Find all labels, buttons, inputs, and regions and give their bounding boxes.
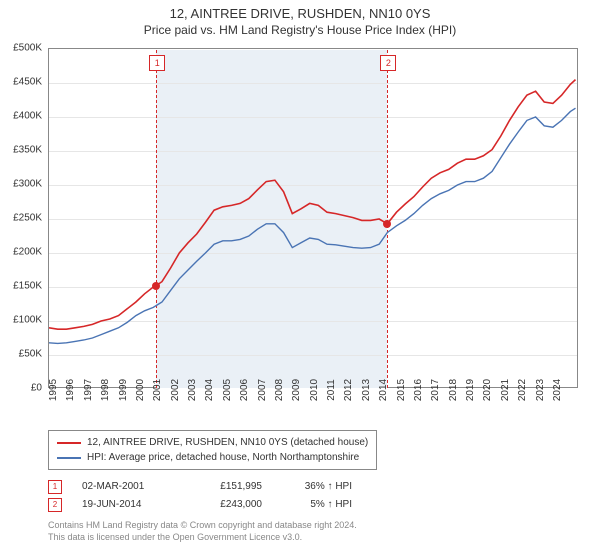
xtick-label: 2007	[257, 379, 268, 401]
xtick-label: 2014	[378, 379, 389, 401]
ytick-label: £50K	[19, 349, 42, 360]
footer: Contains HM Land Registry data © Crown c…	[48, 520, 357, 543]
sale-date: 02-MAR-2001	[82, 478, 172, 496]
sales-table: 1 02-MAR-2001 £151,995 36% ↑ HPI 2 19-JU…	[48, 478, 352, 514]
xtick-label: 2021	[500, 379, 511, 401]
xtick-label: 2010	[309, 379, 320, 401]
xtick-label: 1995	[48, 379, 59, 401]
ytick-label: £500K	[13, 43, 42, 54]
sale-price: £243,000	[192, 496, 262, 514]
sales-row: 1 02-MAR-2001 £151,995 36% ↑ HPI	[48, 478, 352, 496]
footer-line: Contains HM Land Registry data © Crown c…	[48, 520, 357, 532]
xtick-label: 1998	[100, 379, 111, 401]
footer-line: This data is licensed under the Open Gov…	[48, 532, 357, 544]
xtick-label: 2008	[274, 379, 285, 401]
event-badge: 1	[149, 55, 165, 71]
xtick-label: 2009	[291, 379, 302, 401]
legend-label: 12, AINTREE DRIVE, RUSHDEN, NN10 0YS (de…	[87, 435, 368, 450]
sale-badge: 1	[48, 480, 62, 494]
legend-label: HPI: Average price, detached house, Nort…	[87, 450, 359, 465]
xtick-label: 2020	[482, 379, 493, 401]
series-lines	[49, 49, 579, 389]
xtick-label: 2023	[535, 379, 546, 401]
xtick-label: 2019	[465, 379, 476, 401]
sale-marker	[152, 282, 160, 290]
legend-swatch	[57, 457, 81, 459]
xtick-label: 1999	[118, 379, 129, 401]
xtick-label: 2000	[135, 379, 146, 401]
ytick-label: £150K	[13, 281, 42, 292]
legend-swatch	[57, 442, 81, 444]
xtick-label: 2018	[448, 379, 459, 401]
ytick-label: £250K	[13, 213, 42, 224]
sale-date: 19-JUN-2014	[82, 496, 172, 514]
sale-marker	[383, 220, 391, 228]
ytick-label: £400K	[13, 111, 42, 122]
ytick-label: £0	[31, 383, 42, 394]
xtick-label: 2024	[552, 379, 563, 401]
ytick-label: £450K	[13, 77, 42, 88]
xtick-label: 2002	[170, 379, 181, 401]
xtick-label: 2013	[361, 379, 372, 401]
xtick-label: 2011	[326, 379, 337, 401]
series-price_paid	[49, 80, 576, 330]
xtick-label: 2022	[517, 379, 528, 401]
xtick-label: 2015	[396, 379, 407, 401]
page-title: 12, AINTREE DRIVE, RUSHDEN, NN10 0YS	[0, 0, 600, 23]
ytick-label: £100K	[13, 315, 42, 326]
sales-row: 2 19-JUN-2014 £243,000 5% ↑ HPI	[48, 496, 352, 514]
xtick-label: 1996	[65, 379, 76, 401]
xtick-label: 2003	[187, 379, 198, 401]
legend-item: 12, AINTREE DRIVE, RUSHDEN, NN10 0YS (de…	[57, 435, 368, 450]
event-badge: 2	[380, 55, 396, 71]
ytick-label: £300K	[13, 179, 42, 190]
xtick-label: 2016	[413, 379, 424, 401]
xtick-label: 2012	[343, 379, 354, 401]
legend: 12, AINTREE DRIVE, RUSHDEN, NN10 0YS (de…	[48, 430, 377, 470]
xtick-label: 2006	[239, 379, 250, 401]
chart: 12 £0£50K£100K£150K£200K£250K£300K£350K£…	[48, 48, 578, 388]
sale-diff: 5% ↑ HPI	[282, 496, 352, 514]
xtick-label: 1997	[83, 379, 94, 401]
xtick-label: 2017	[430, 379, 441, 401]
sale-price: £151,995	[192, 478, 262, 496]
legend-item: HPI: Average price, detached house, Nort…	[57, 450, 368, 465]
sale-diff: 36% ↑ HPI	[282, 478, 352, 496]
ytick-label: £350K	[13, 145, 42, 156]
plot-area: 12	[48, 48, 578, 388]
page-subtitle: Price paid vs. HM Land Registry's House …	[0, 23, 600, 41]
sale-badge: 2	[48, 498, 62, 512]
xtick-label: 2001	[152, 379, 163, 401]
ytick-label: £200K	[13, 247, 42, 258]
xtick-label: 2005	[222, 379, 233, 401]
xtick-label: 2004	[204, 379, 215, 401]
